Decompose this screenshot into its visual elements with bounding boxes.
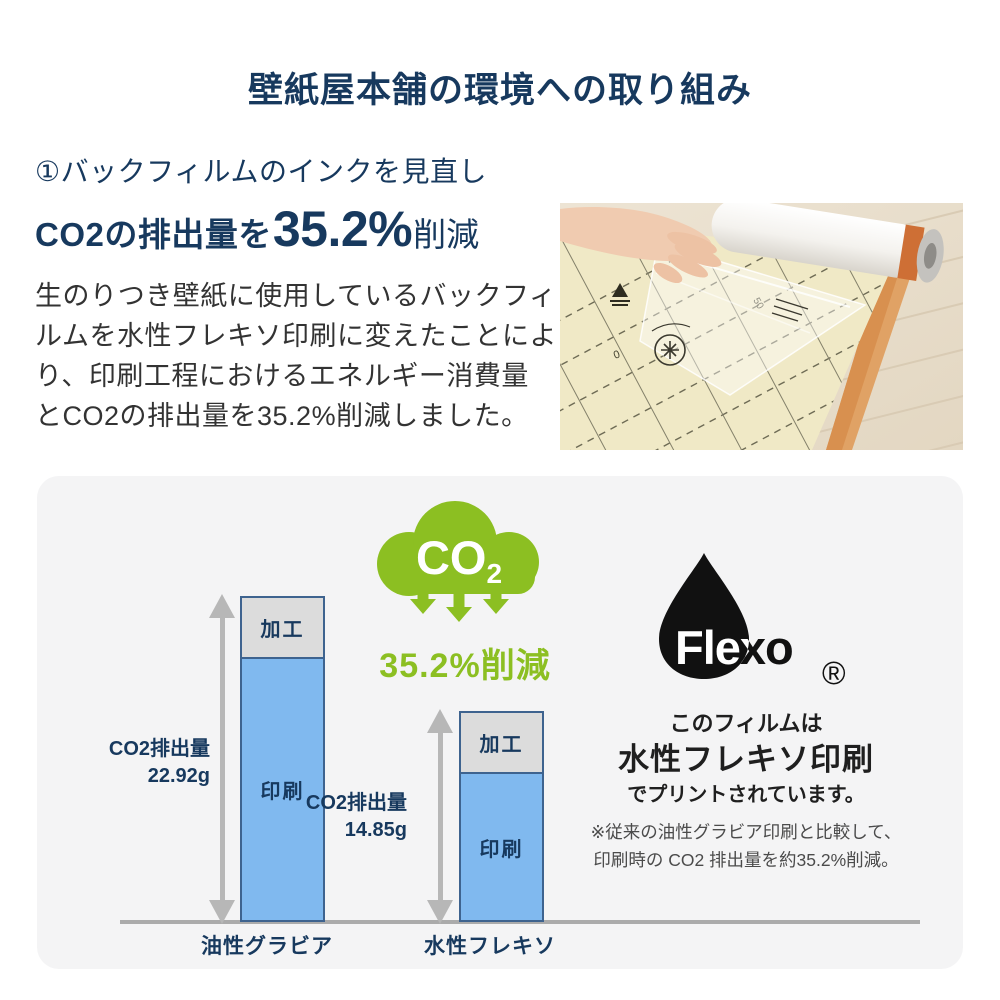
bar-segment-processing: 加工 xyxy=(242,598,323,659)
droplet-icon xyxy=(659,553,749,679)
chart-baseline xyxy=(120,920,920,924)
segment-label: 加工 xyxy=(260,619,305,641)
down-arrow-icon xyxy=(446,591,472,622)
film-stamp xyxy=(651,323,691,366)
film-caption-line2: 水性フレキソ印刷 xyxy=(618,742,874,777)
arrow-down-icon xyxy=(209,900,235,924)
co2-reduction-headline: CO2の排出量を 35.2% 削減 xyxy=(35,200,479,258)
infographic-panel: 加工 印刷 加工 印刷 CO2排出量 22.92g CO2排出量 14.85g … xyxy=(37,476,963,969)
flexo-droplet-logo: Flexo Flexo ® xyxy=(659,553,846,691)
bar-segment-printing: 印刷 xyxy=(242,659,323,920)
headline-suffix: 削減 xyxy=(413,216,480,253)
bar-water-flexo: 加工 印刷 xyxy=(459,711,544,922)
segment-label: 印刷 xyxy=(479,838,524,861)
co2-cloud-icon: CO2 xyxy=(377,501,539,622)
category-water-flexo: 水性フレキソ xyxy=(424,935,556,958)
comparison-footnote: ※従来の油性グラビア印刷と比較して、 印刷時の CO2 排出量を約35.2%削減… xyxy=(590,822,902,870)
product-photo-backfilm-roll: 0 50 10 xyxy=(560,203,963,450)
wallpaper-roll xyxy=(711,203,944,283)
headline-prefix: CO2の排出量を xyxy=(35,216,272,253)
total-height-arrow-flexo xyxy=(426,709,454,924)
bar-oil-gravure: 加工 印刷 xyxy=(240,596,325,922)
headline-percentage: 35.2% xyxy=(272,201,413,257)
intro-paragraph: 生のりつき壁紙に使用しているバックフィ ルムを水性フレキソ印刷に変えたことによ … xyxy=(35,276,557,436)
hand xyxy=(560,207,722,284)
arrow-down-icon xyxy=(427,900,453,924)
arrow-up-icon xyxy=(427,709,453,733)
reduction-percentage-label: 35.2%削減 xyxy=(379,647,551,685)
cloud-co2-text: CO2 xyxy=(416,531,502,589)
down-arrow-icon xyxy=(410,591,436,614)
arrow-up-icon xyxy=(209,594,235,618)
down-arrow-icon xyxy=(483,591,509,614)
intro-paragraph-line: ルムを水性フレキソ印刷に変えたことによ xyxy=(35,321,557,351)
film-print-lines xyxy=(771,298,809,322)
svg-text:50: 50 xyxy=(750,296,765,312)
svg-text:0: 0 xyxy=(612,348,622,361)
film-caption-line1: このフィルムは xyxy=(669,711,823,736)
category-oil-gravure: 油性グラビア xyxy=(201,935,333,958)
segment-label: 加工 xyxy=(479,734,524,756)
flexo-wordmark-knockout: Flexo xyxy=(675,621,793,674)
film-caption-line3: でプリントされています。 xyxy=(627,784,865,806)
page-title: 壁紙屋本舗の環境への取り組み xyxy=(247,71,752,110)
paper-orange-edge-inner xyxy=(826,267,900,450)
intro-paragraph-line: 生のりつき壁紙に使用しているバックフィ xyxy=(35,281,557,311)
intro-paragraph-line: とCO2の排出量を35.2%削減しました。 xyxy=(35,401,529,431)
total-emission-gravure: CO2排出量 22.92g xyxy=(108,738,210,787)
section-heading: ①バックフィルムのインクを見直し xyxy=(35,156,487,187)
registered-mark: ® xyxy=(822,655,846,691)
bar-segment-printing: 印刷 xyxy=(461,774,542,920)
paper-print-mark xyxy=(610,283,630,306)
bar-segment-processing: 加工 xyxy=(461,713,542,774)
total-emission-flexo: CO2排出量 14.85g xyxy=(305,792,407,841)
intro-paragraph-line: り、印刷工程におけるエネルギー消費量 xyxy=(35,361,529,391)
segment-label: 印刷 xyxy=(260,781,305,803)
total-height-arrow-gravure xyxy=(208,594,236,924)
